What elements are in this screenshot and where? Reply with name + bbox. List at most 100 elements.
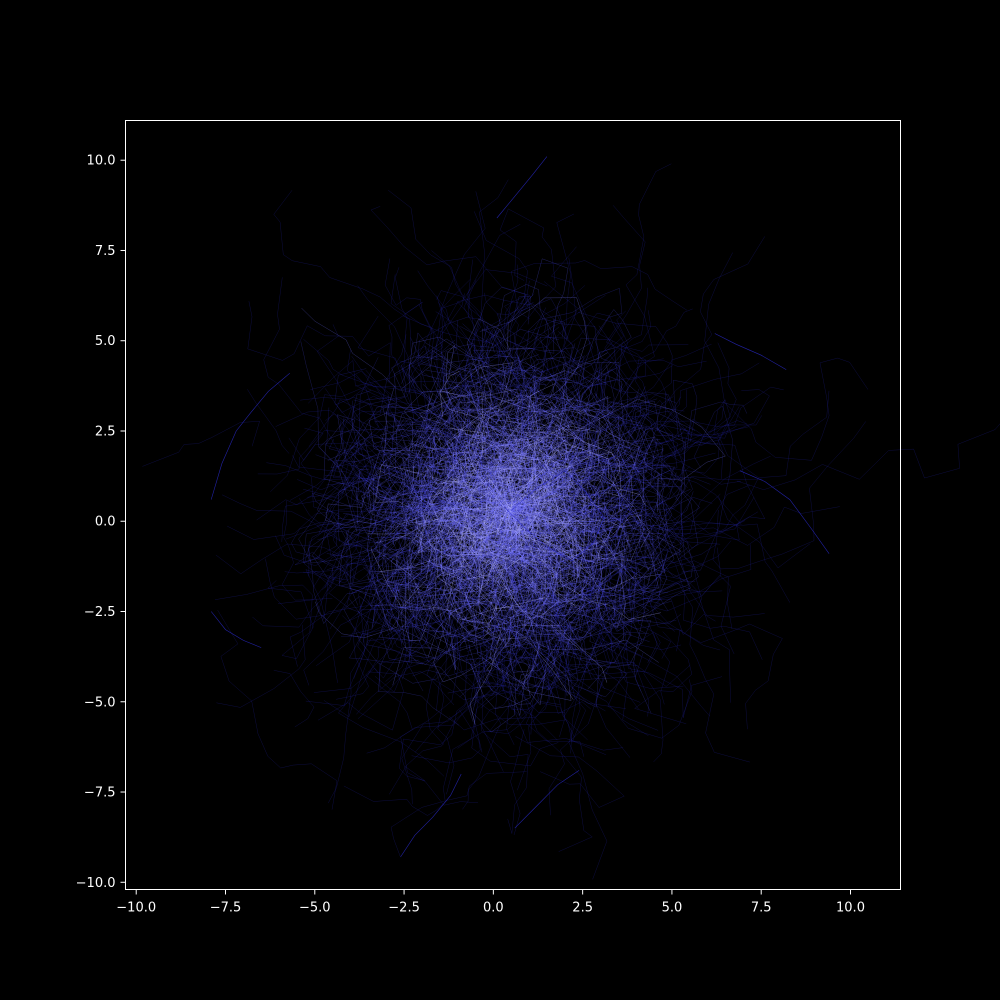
- trajectory-line-481: [552, 397, 669, 557]
- trajectory-line-728: [422, 380, 542, 456]
- y-tick-label: 5.0: [95, 334, 116, 349]
- trajectory-line-430: [397, 551, 483, 593]
- trajectory-line-642: [466, 526, 574, 700]
- trajectory-line-827: [341, 606, 429, 637]
- trajectory-line-817: [513, 323, 646, 398]
- trajectory-line-284: [478, 351, 539, 522]
- trajectory-line-1374: [438, 467, 506, 569]
- trajectory-line-391: [465, 548, 565, 576]
- trajectory-line-818: [465, 653, 573, 743]
- trajectory-line-166: [449, 658, 550, 731]
- trajectory-line-873: [466, 318, 511, 425]
- trajectory-line-1271: [500, 496, 618, 619]
- trajectory-line-1217: [409, 427, 477, 537]
- trajectory-line-811: [499, 395, 595, 470]
- trajectory-line-844: [485, 432, 527, 533]
- trajectory-line-1088: [568, 513, 685, 538]
- trajectory-line-472: [429, 497, 576, 638]
- trajectory-line-1399: [510, 436, 572, 572]
- trajectory-line-1357: [498, 466, 585, 559]
- trajectory-line-1025: [292, 455, 433, 494]
- trajectory-line-595: [535, 566, 579, 586]
- trajectory-line-38: [531, 383, 648, 455]
- trajectory-line-969: [442, 468, 535, 542]
- trajectory-line-3: [489, 488, 529, 629]
- trajectory-line-727: [401, 469, 496, 540]
- trajectory-line-73: [605, 441, 688, 488]
- trajectory-line-1183: [512, 429, 605, 492]
- trajectory-line-1276: [464, 392, 512, 502]
- trajectory-line-1115: [373, 437, 461, 511]
- trajectory-line-1133: [510, 498, 668, 595]
- trajectory-line-23: [462, 393, 519, 580]
- trajectory-line-1363: [374, 432, 499, 554]
- trajectory-line-1370: [446, 428, 505, 505]
- trajectory-line-1126: [377, 552, 474, 638]
- trajectory-line-929: [443, 363, 549, 478]
- trajectory-line-417: [417, 270, 487, 497]
- trajectory-line-584: [367, 512, 469, 535]
- trajectory-line-351: [436, 390, 472, 496]
- trajectory-line-176: [431, 601, 508, 668]
- trajectory-line-980: [308, 503, 441, 577]
- trajectory-line-1380: [327, 563, 436, 804]
- trajectory-line-155: [357, 509, 430, 719]
- trajectory-line-1288: [490, 486, 585, 547]
- trajectory-line-419: [605, 532, 662, 595]
- trajectory-layer: [142, 156, 1000, 880]
- trajectory-line-156: [403, 459, 454, 539]
- trajectory-line-1397: [398, 493, 511, 533]
- trajectory-line-1050: [544, 564, 606, 665]
- trajectory-line-157: [343, 513, 454, 601]
- trajectory-line-1340: [509, 414, 625, 523]
- trajectory-line-1220: [373, 441, 432, 549]
- trajectory-line-1017: [475, 425, 515, 509]
- trajectory-line-1338: [508, 317, 594, 522]
- trajectory-line-78: [537, 449, 664, 546]
- trajectory-line-560: [315, 505, 433, 620]
- trajectory-line-1167: [470, 421, 570, 597]
- trajectory-line-171: [454, 475, 517, 590]
- trajectory-line-910: [491, 364, 630, 475]
- trajectory-line-554: [465, 307, 547, 500]
- trajectory-line-1356: [361, 519, 471, 543]
- trajectory-line-1254: [374, 420, 535, 523]
- trajectory-line-180: [401, 332, 487, 440]
- trajectory-line-1118: [470, 324, 555, 382]
- trajectory-line-88: [515, 736, 625, 808]
- trajectory-line-879: [464, 363, 510, 514]
- trajectory-line-248: [494, 467, 535, 519]
- trajectory-line-410: [372, 491, 483, 534]
- trajectory-line-1130: [474, 350, 616, 495]
- trajectory-line-1097: [503, 519, 568, 608]
- trajectory-line-1317: [529, 499, 547, 581]
- trajectory-line-971: [597, 472, 675, 603]
- trajectory-line-1151: [388, 190, 498, 445]
- trajectory-line-563: [317, 671, 404, 731]
- trajectory-line-542: [589, 472, 677, 630]
- trajectory-line-1009: [570, 430, 649, 474]
- trajectory-line-1196: [521, 364, 617, 534]
- trajectory-line-352: [435, 483, 568, 539]
- trajectory-line-231: [372, 495, 536, 627]
- trajectory-line-842: [507, 297, 587, 418]
- trajectory-line-227: [463, 415, 540, 445]
- trajectory-line-997: [409, 459, 484, 658]
- trajectory-line-1344: [495, 429, 582, 462]
- trajectory-line-493: [423, 473, 499, 578]
- trajectory-line-1161: [553, 525, 632, 561]
- trajectory-line-315: [427, 393, 474, 458]
- trajectory-line-1291: [436, 293, 535, 438]
- trajectory-line-1148: [432, 432, 514, 520]
- trajectory-line-1261: [546, 563, 652, 649]
- trajectory-line-783: [546, 644, 600, 708]
- trajectory-line-28: [343, 595, 551, 684]
- trajectory-line-1026: [289, 439, 443, 501]
- trajectory-line-1078: [372, 550, 428, 617]
- trajectory-line-665: [422, 501, 513, 598]
- trajectory-line-558: [492, 523, 557, 618]
- trajectory-line-1383: [402, 485, 497, 526]
- trajectory-line-275: [502, 213, 575, 403]
- trajectory-line-441: [429, 521, 504, 590]
- trajectory-line-245: [535, 583, 624, 630]
